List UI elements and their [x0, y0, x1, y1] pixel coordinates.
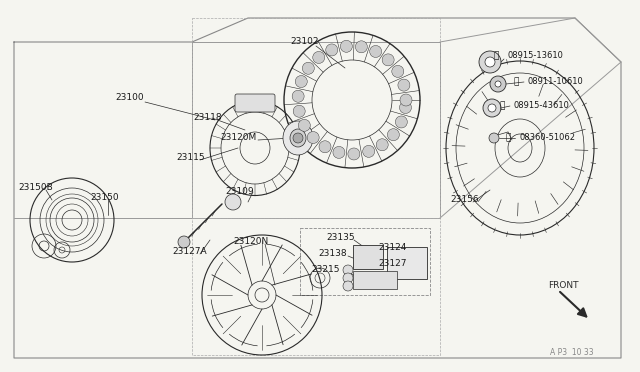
Circle shape [370, 45, 381, 57]
Text: 23127: 23127 [378, 260, 406, 269]
Circle shape [178, 236, 190, 248]
Circle shape [225, 194, 241, 210]
Text: 23150: 23150 [90, 193, 118, 202]
Text: A P3  10 33: A P3 10 33 [550, 348, 594, 357]
Text: 23138: 23138 [318, 250, 347, 259]
Circle shape [319, 141, 331, 153]
FancyBboxPatch shape [235, 94, 275, 112]
Ellipse shape [283, 121, 313, 155]
Circle shape [343, 281, 353, 291]
Circle shape [313, 51, 324, 64]
Text: 23100: 23100 [115, 93, 143, 103]
Circle shape [382, 54, 394, 66]
Circle shape [293, 105, 305, 117]
Circle shape [495, 81, 501, 87]
FancyBboxPatch shape [353, 271, 397, 289]
Circle shape [485, 57, 495, 67]
Text: 23127A: 23127A [172, 247, 207, 257]
Circle shape [399, 102, 412, 113]
Circle shape [398, 79, 410, 91]
Circle shape [490, 76, 506, 92]
Circle shape [293, 133, 303, 143]
Circle shape [295, 76, 307, 87]
Text: 23120N: 23120N [233, 237, 268, 247]
Circle shape [292, 90, 304, 102]
Circle shape [387, 129, 399, 141]
Text: Ⓝ: Ⓝ [514, 77, 520, 87]
Circle shape [488, 104, 496, 112]
Text: Ⓦ: Ⓦ [494, 51, 499, 61]
Text: 23156: 23156 [450, 196, 479, 205]
Text: 23115: 23115 [176, 154, 205, 163]
Text: 08360-51062: 08360-51062 [519, 134, 575, 142]
Text: 08915-13610: 08915-13610 [508, 51, 564, 61]
Circle shape [343, 265, 353, 275]
Text: Ⓢ: Ⓢ [505, 134, 510, 142]
Circle shape [355, 41, 367, 53]
Text: 23118: 23118 [193, 113, 221, 122]
Circle shape [392, 65, 404, 77]
Circle shape [483, 99, 501, 117]
Circle shape [489, 133, 499, 143]
Text: Ⓥ: Ⓥ [500, 102, 506, 110]
Text: 23102: 23102 [290, 38, 319, 46]
FancyBboxPatch shape [353, 245, 383, 269]
Ellipse shape [290, 129, 306, 147]
Circle shape [326, 44, 338, 56]
Circle shape [396, 116, 407, 128]
Text: 23124: 23124 [378, 244, 406, 253]
Text: 23109: 23109 [225, 187, 253, 196]
Circle shape [343, 273, 353, 283]
FancyBboxPatch shape [387, 247, 427, 279]
Text: 23150B: 23150B [18, 183, 52, 192]
Circle shape [479, 51, 501, 73]
Text: FRONT: FRONT [548, 282, 579, 291]
Text: 08915-43610: 08915-43610 [514, 102, 570, 110]
Circle shape [363, 145, 374, 157]
Text: 23135: 23135 [326, 234, 355, 243]
Circle shape [298, 119, 310, 131]
Circle shape [302, 62, 314, 74]
Text: 23120M: 23120M [220, 134, 256, 142]
Circle shape [400, 94, 412, 106]
Circle shape [376, 139, 388, 151]
Text: 23215: 23215 [311, 266, 339, 275]
Circle shape [333, 147, 345, 158]
Circle shape [307, 132, 319, 144]
Circle shape [340, 40, 353, 52]
Text: 08911-10610: 08911-10610 [528, 77, 584, 87]
Circle shape [348, 148, 360, 160]
